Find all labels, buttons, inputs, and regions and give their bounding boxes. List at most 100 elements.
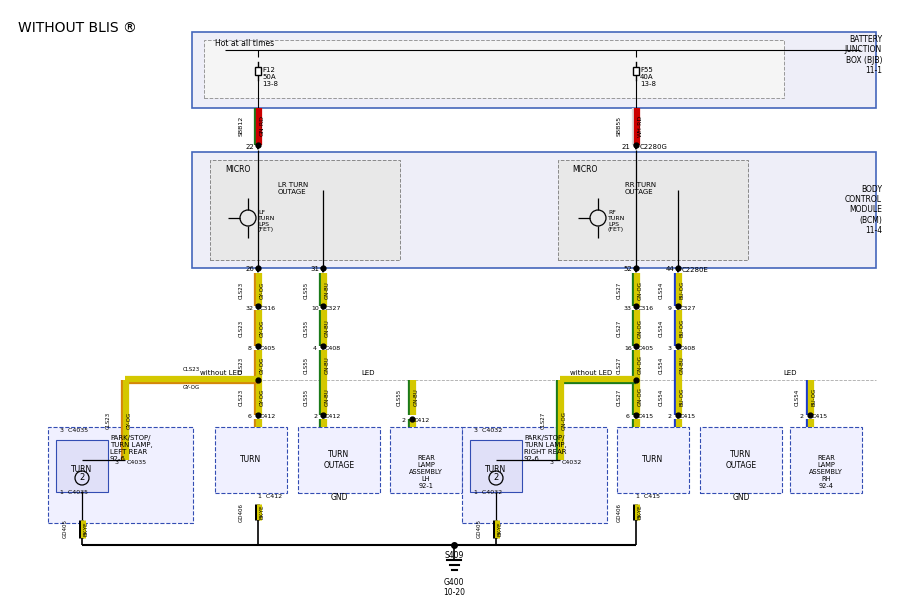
Text: 10: 10 [311,306,319,310]
Text: C415: C415 [638,415,654,420]
Text: GN-OG: GN-OG [638,387,643,406]
Bar [790,427,862,493]
Text: GY-OG: GY-OG [260,281,265,299]
Text: CLS27: CLS27 [617,356,622,373]
Text: BK-YE: BK-YE [84,522,89,536]
Text: 3: 3 [668,345,672,351]
Text: GY-OG: GY-OG [127,411,132,429]
Text: C412: C412 [325,415,341,420]
Text: GN-BU: GN-BU [325,356,330,374]
Text: CLS27: CLS27 [617,320,622,337]
Text: TURN
OUTAGE: TURN OUTAGE [323,450,354,470]
Text: 1  C415: 1 C415 [636,495,660,500]
Text: C408: C408 [325,345,341,351]
Text: CLS55: CLS55 [397,389,402,406]
Text: MICRO: MICRO [225,165,251,174]
Text: C4035: C4035 [127,459,147,464]
Text: C415: C415 [680,415,696,420]
Bar [298,427,380,493]
Text: GY-OG: GY-OG [260,320,265,337]
Text: 2: 2 [313,415,317,420]
Text: GN-OG: GN-OG [638,356,643,375]
Text: C316: C316 [260,306,276,310]
Text: PARK/STOP/
TURN LAMP,
LEFT REAR
92-6: PARK/STOP/ TURN LAMP, LEFT REAR 92-6 [110,435,153,462]
Text: 2: 2 [493,473,498,483]
Text: 8: 8 [248,345,252,351]
Text: GD406: GD406 [239,503,244,522]
Text: PARK/STOP/
TURN LAMP,
RIGHT REAR
92-6: PARK/STOP/ TURN LAMP, RIGHT REAR 92-6 [524,435,567,462]
Bar [192,152,876,268]
Bar [390,427,462,493]
Bar [462,427,607,523]
Text: C2280E: C2280E [682,267,709,273]
Text: C405: C405 [260,345,276,351]
Text: BK-YE: BK-YE [498,522,503,536]
Text: C4032: C4032 [562,459,582,464]
Text: 3  C4035: 3 C4035 [60,428,88,432]
Text: LED: LED [361,370,375,376]
Text: SBB12: SBB12 [239,116,244,136]
Text: BU-OG: BU-OG [680,388,685,406]
Text: MICRO: MICRO [572,165,597,174]
Text: S409: S409 [444,551,464,560]
Text: TURN
OUTAGE: TURN OUTAGE [725,450,756,470]
Text: RR TURN
OUTAGE: RR TURN OUTAGE [625,182,656,195]
Text: LED: LED [784,370,796,376]
Text: REAR
LAMP
ASSEMBLY
RH
92-4: REAR LAMP ASSEMBLY RH 92-4 [809,455,843,489]
Text: BU-OG: BU-OG [680,281,685,299]
Bar [56,440,108,492]
Text: GY-OG: GY-OG [260,356,265,373]
Text: GND: GND [331,492,348,501]
Text: CLS23: CLS23 [239,281,244,299]
Bar [633,67,639,74]
Text: TURN: TURN [642,456,664,464]
Bar [204,40,784,98]
Text: 32: 32 [246,306,254,310]
Text: CLS55: CLS55 [304,389,309,406]
Text: 2: 2 [79,473,84,483]
Text: 4: 4 [313,345,317,351]
Text: 2: 2 [402,418,406,423]
Text: GD405: GD405 [63,520,68,539]
Text: without LED: without LED [570,370,612,376]
Text: without LED: without LED [200,370,242,376]
Bar [48,427,193,523]
Text: 1  C4032: 1 C4032 [474,489,502,495]
Text: F55
40A
13-8: F55 40A 13-8 [640,67,656,87]
Text: C415: C415 [812,415,828,420]
Text: REAR
LAMP
ASSEMBLY
LH
92-1: REAR LAMP ASSEMBLY LH 92-1 [410,455,443,489]
Text: GN-BU: GN-BU [325,319,330,337]
Text: GN-BU: GN-BU [325,281,330,299]
Text: F12
50A
13-8: F12 50A 13-8 [262,67,278,87]
Text: CLS54: CLS54 [659,389,664,406]
Text: GD406: GD406 [617,503,622,522]
Bar [192,32,876,108]
Text: CLS55: CLS55 [304,320,309,337]
Text: C412: C412 [414,418,430,423]
Text: 26: 26 [245,266,254,272]
Text: GND: GND [732,492,750,501]
Text: GN-RD: GN-RD [260,115,265,137]
Text: TURN: TURN [241,456,262,464]
Text: CLS55: CLS55 [304,356,309,373]
Bar [700,427,782,493]
Text: CLS23: CLS23 [106,411,111,429]
Text: GN-OG: GN-OG [638,318,643,337]
Text: GN-BU: GN-BU [680,356,685,374]
Text: GN-OG: GN-OG [638,281,643,300]
Bar [558,160,748,260]
Text: CLS54: CLS54 [795,389,800,406]
Text: WITHOUT BLIS ®: WITHOUT BLIS ® [18,21,137,35]
Text: BK-YE: BK-YE [260,504,265,519]
Text: CLS27: CLS27 [541,411,546,429]
Text: BATTERY
JUNCTION
BOX (BJB)
11-1: BATTERY JUNCTION BOX (BJB) 11-1 [844,35,882,75]
Text: BODY
CONTROL
MODULE
(BCM)
11-4: BODY CONTROL MODULE (BCM) 11-4 [845,185,882,235]
Text: LR TURN
OUTAGE: LR TURN OUTAGE [278,182,308,195]
Text: CLS23: CLS23 [239,356,244,373]
Text: 2: 2 [668,415,672,420]
Text: RF
TURN
LPS
(FET): RF TURN LPS (FET) [608,210,626,232]
Text: TURN: TURN [72,465,93,474]
Text: 21: 21 [622,144,630,150]
Text: TURN: TURN [486,465,507,474]
Text: 3: 3 [115,459,119,464]
